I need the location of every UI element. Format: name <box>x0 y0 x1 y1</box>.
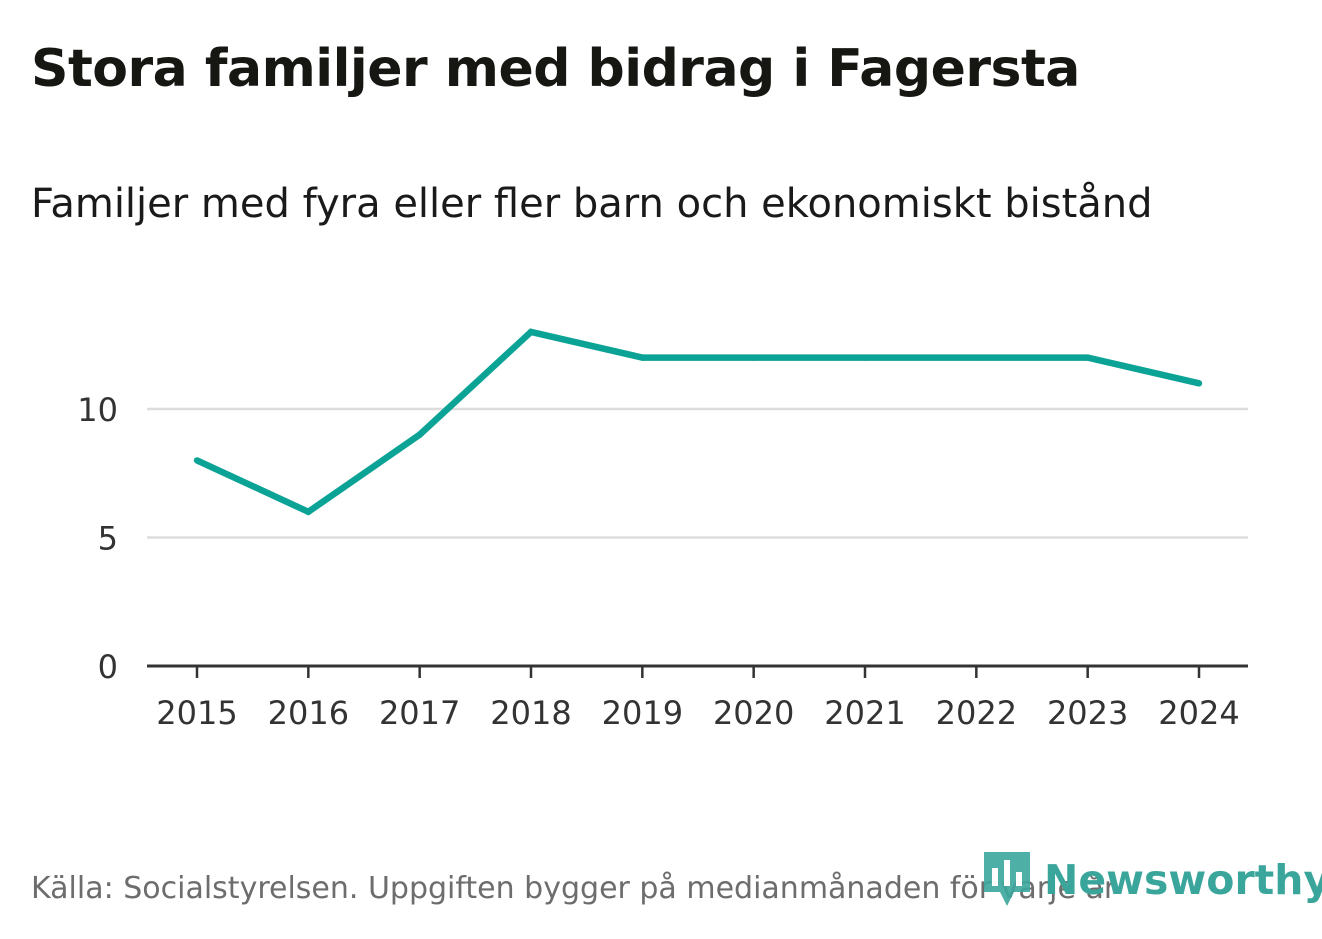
x-tick-label-2017: 2017 <box>379 694 460 732</box>
chart-subtitle: Familjer med fyra eller fler barn och ek… <box>31 181 1153 227</box>
data-point-2018 <box>527 328 535 336</box>
data-point-2021 <box>861 354 869 361</box>
data-point-2016 <box>305 508 312 515</box>
data-point-2019 <box>639 354 646 361</box>
x-tick-label-2016: 2016 <box>268 694 349 732</box>
y-tick-label-0: 0 <box>98 648 118 686</box>
x-tick-label-2015: 2015 <box>156 694 237 732</box>
data-point-2017 <box>416 431 423 438</box>
y-tick-label-5: 5 <box>98 520 118 558</box>
y-axis-ticks: 0 5 10 <box>77 391 118 686</box>
source-note: Källa: Socialstyrelsen. Uppgiften bygger… <box>31 871 1117 906</box>
x-tick-label-2018: 2018 <box>490 694 571 732</box>
chart-title: Stora familjer med bidrag i Fagersta <box>31 39 1080 99</box>
x-tick-label-2021: 2021 <box>824 694 905 732</box>
data-point-2023 <box>1084 354 1091 361</box>
newsworthy-brand-text: Newsworthy <box>1044 856 1322 904</box>
gridlines <box>147 407 1248 539</box>
x-tick-label-2019: 2019 <box>602 694 683 732</box>
y-tick-label-10: 10 <box>77 391 118 429</box>
data-point-2020 <box>750 354 757 361</box>
x-tick-label-2023: 2023 <box>1047 694 1128 732</box>
x-axis-ticks: 2015 2016 2017 2018 2019 2020 2021 2022 2023 2024 <box>156 666 1240 732</box>
newsworthy-logo[interactable]: Newsworthy <box>982 850 1322 910</box>
data-point-2015 <box>193 457 201 464</box>
data-point-2024 <box>1195 380 1203 387</box>
data-point-2022 <box>973 354 980 361</box>
x-tick-label-2022: 2022 <box>936 694 1017 732</box>
x-tick-label-2020: 2020 <box>713 694 794 732</box>
x-tick-label-2024: 2024 <box>1158 694 1239 732</box>
series-line-0 <box>195 328 1200 516</box>
series-layer <box>193 328 1203 516</box>
newsworthy-logo-icon <box>984 852 1030 906</box>
